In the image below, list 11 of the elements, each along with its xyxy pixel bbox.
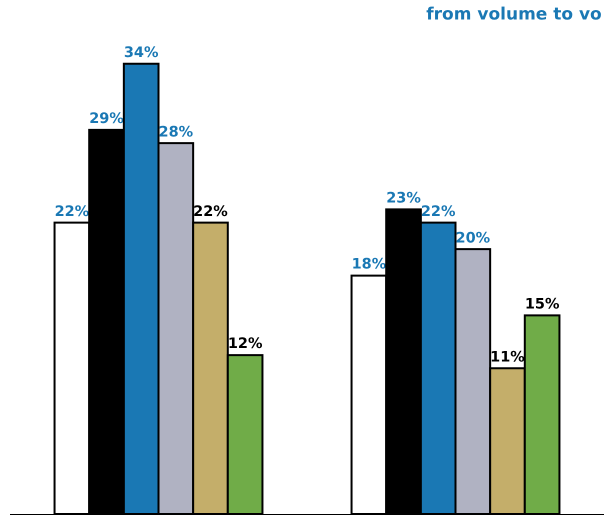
chart-title: from volume to vo [426, 4, 602, 25]
data-label: 28% [158, 124, 194, 140]
data-label: 22% [420, 204, 456, 220]
data-label: 34% [124, 44, 159, 61]
data-label: 20% [456, 230, 491, 246]
data-label: 23% [386, 190, 422, 207]
data-label: 15% [524, 296, 560, 312]
data-label: 11% [490, 349, 526, 366]
data-label: 29% [89, 111, 124, 128]
data-label: 22% [193, 204, 228, 220]
data-label: 12% [228, 336, 263, 352]
